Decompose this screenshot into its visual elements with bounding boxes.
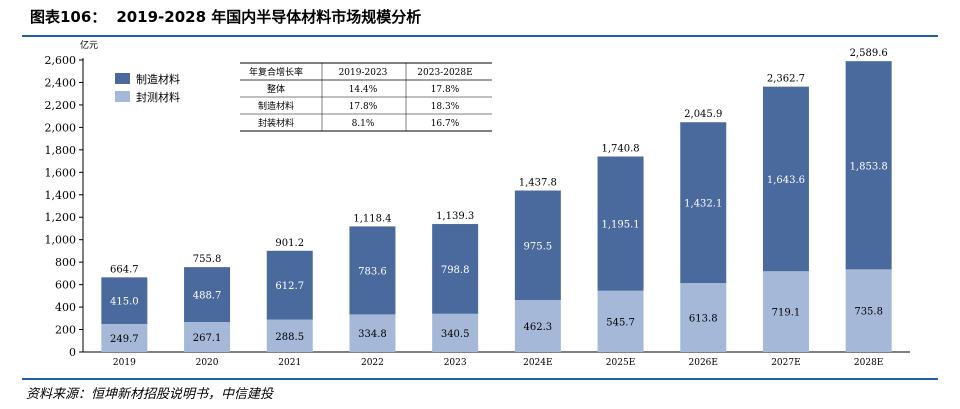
data-label-total: 1,437.8 [519, 178, 557, 189]
data-label-total: 1,139.3 [436, 211, 474, 222]
data-label-manufacturing: 1,643.6 [767, 175, 805, 186]
table-header-cell: 年复合增长率 [249, 66, 303, 78]
bar-manufacturing [597, 156, 644, 291]
table-cell: 封装材料 [258, 117, 294, 129]
y-tick-label: 1,000 [45, 234, 77, 247]
data-label-total: 664.7 [110, 264, 139, 275]
table-cell: 18.3% [431, 102, 460, 112]
data-label-total: 2,045.9 [684, 109, 722, 120]
y-tick-label: 800 [55, 256, 76, 269]
data-label-packaging: 340.5 [441, 329, 470, 340]
x-tick-label: 2022 [361, 358, 384, 368]
data-label-total: 2,589.6 [850, 48, 888, 59]
data-label-manufacturing: 1,432.1 [684, 199, 722, 210]
bar-manufacturing [514, 190, 561, 301]
y-axis-unit: 亿元 [80, 39, 98, 51]
data-label-manufacturing: 612.7 [275, 281, 304, 292]
data-label-manufacturing: 1,853.8 [850, 161, 888, 172]
source-note: 资料来源：恒坤新材招股说明书，中信建投 [26, 387, 274, 402]
data-label-packaging: 545.7 [606, 317, 635, 328]
bar-packaging [101, 323, 148, 352]
data-label-packaging: 267.1 [193, 333, 222, 344]
bar-packaging [184, 322, 231, 352]
figure-title: 图表106： 2019-2028 年国内半导体材料市场规模分析 [30, 6, 421, 27]
table-header-cell: 2019-2023 [339, 68, 388, 78]
bar-manufacturing [432, 224, 479, 314]
y-tick-label: 2,600 [45, 54, 77, 67]
y-tick-label: 600 [55, 279, 76, 292]
data-label-total: 755.8 [193, 254, 222, 265]
bar-packaging [680, 283, 727, 352]
top-rule [22, 35, 938, 37]
legend-label-packaging: 封测材料 [136, 90, 180, 104]
data-label-manufacturing: 975.5 [524, 241, 553, 252]
data-label-manufacturing: 1,195.1 [601, 220, 639, 231]
y-tick-label: 200 [55, 324, 76, 337]
x-tick-label: 2023 [444, 358, 467, 368]
data-label-total: 901.2 [275, 238, 304, 249]
bar-manufacturing [680, 122, 727, 284]
y-tick-label: 2,200 [45, 99, 77, 112]
x-tick-label: 2021 [278, 358, 301, 368]
x-tick-label: 2019 [113, 358, 136, 368]
y-tick-label: 2,400 [45, 76, 77, 89]
figure-number: 图表106： [30, 8, 107, 26]
y-tick-label: 400 [55, 301, 76, 314]
table-cell: 14.4% [349, 85, 378, 95]
data-label-manufacturing: 798.8 [441, 265, 470, 276]
bottom-rule [22, 378, 938, 380]
bar-manufacturing [184, 267, 231, 323]
data-label-packaging: 288.5 [275, 332, 304, 343]
table-cell: 16.7% [431, 119, 460, 129]
data-label-manufacturing: 783.6 [358, 266, 387, 277]
bar-packaging [514, 300, 561, 352]
data-label-total: 1,118.4 [353, 213, 391, 224]
bar-packaging [349, 314, 396, 352]
bar-manufacturing [266, 250, 313, 320]
y-tick-label: 0 [69, 346, 76, 359]
bar-packaging [845, 269, 892, 352]
data-label-manufacturing: 488.7 [193, 291, 222, 302]
y-tick-label: 1,200 [45, 211, 77, 224]
data-label-total: 2,362.7 [767, 74, 805, 85]
y-tick-label: 2,000 [45, 121, 77, 134]
x-tick-label: 2024E [523, 358, 552, 368]
bar-manufacturing [845, 61, 892, 270]
data-label-packaging: 735.8 [854, 307, 883, 318]
bar-packaging [762, 271, 809, 352]
x-tick-label: 2020 [196, 358, 219, 368]
table-cell: 17.8% [431, 85, 460, 95]
figure-title-text: 2019-2028 年国内半导体材料市场规模分析 [116, 8, 422, 26]
x-tick-label: 2026E [689, 358, 718, 368]
bar-packaging [597, 290, 644, 352]
table-header-cell: 2023-2028E [417, 68, 472, 78]
data-label-packaging: 334.8 [358, 329, 387, 340]
data-label-packaging: 462.3 [524, 322, 553, 333]
bar-packaging [266, 319, 313, 352]
x-tick-label: 2027E [771, 358, 800, 368]
bar-packaging [432, 313, 479, 352]
legend-swatch-packaging [115, 91, 130, 102]
bar-manufacturing [349, 226, 396, 315]
bar-manufacturing [762, 86, 809, 272]
data-label-packaging: 613.8 [689, 314, 718, 325]
data-label-packaging: 719.1 [772, 308, 801, 319]
x-tick-label: 2025E [606, 358, 635, 368]
table-cell: 17.8% [349, 102, 378, 112]
x-tick-label: 2028E [854, 358, 883, 368]
data-label-packaging: 249.7 [110, 334, 139, 345]
table-cell: 制造材料 [258, 100, 294, 112]
y-tick-label: 1,800 [45, 144, 77, 157]
table-cell: 8.1% [352, 119, 375, 129]
y-tick-label: 1,400 [45, 189, 77, 202]
data-label-manufacturing: 415.0 [110, 297, 139, 308]
data-label-total: 1,740.8 [601, 143, 639, 154]
bar-manufacturing [101, 277, 148, 324]
legend-label-manufacturing: 制造材料 [136, 72, 180, 86]
y-tick-label: 1,600 [45, 166, 77, 179]
table-cell: 整体 [267, 83, 285, 95]
legend-swatch-manufacturing [115, 73, 130, 84]
